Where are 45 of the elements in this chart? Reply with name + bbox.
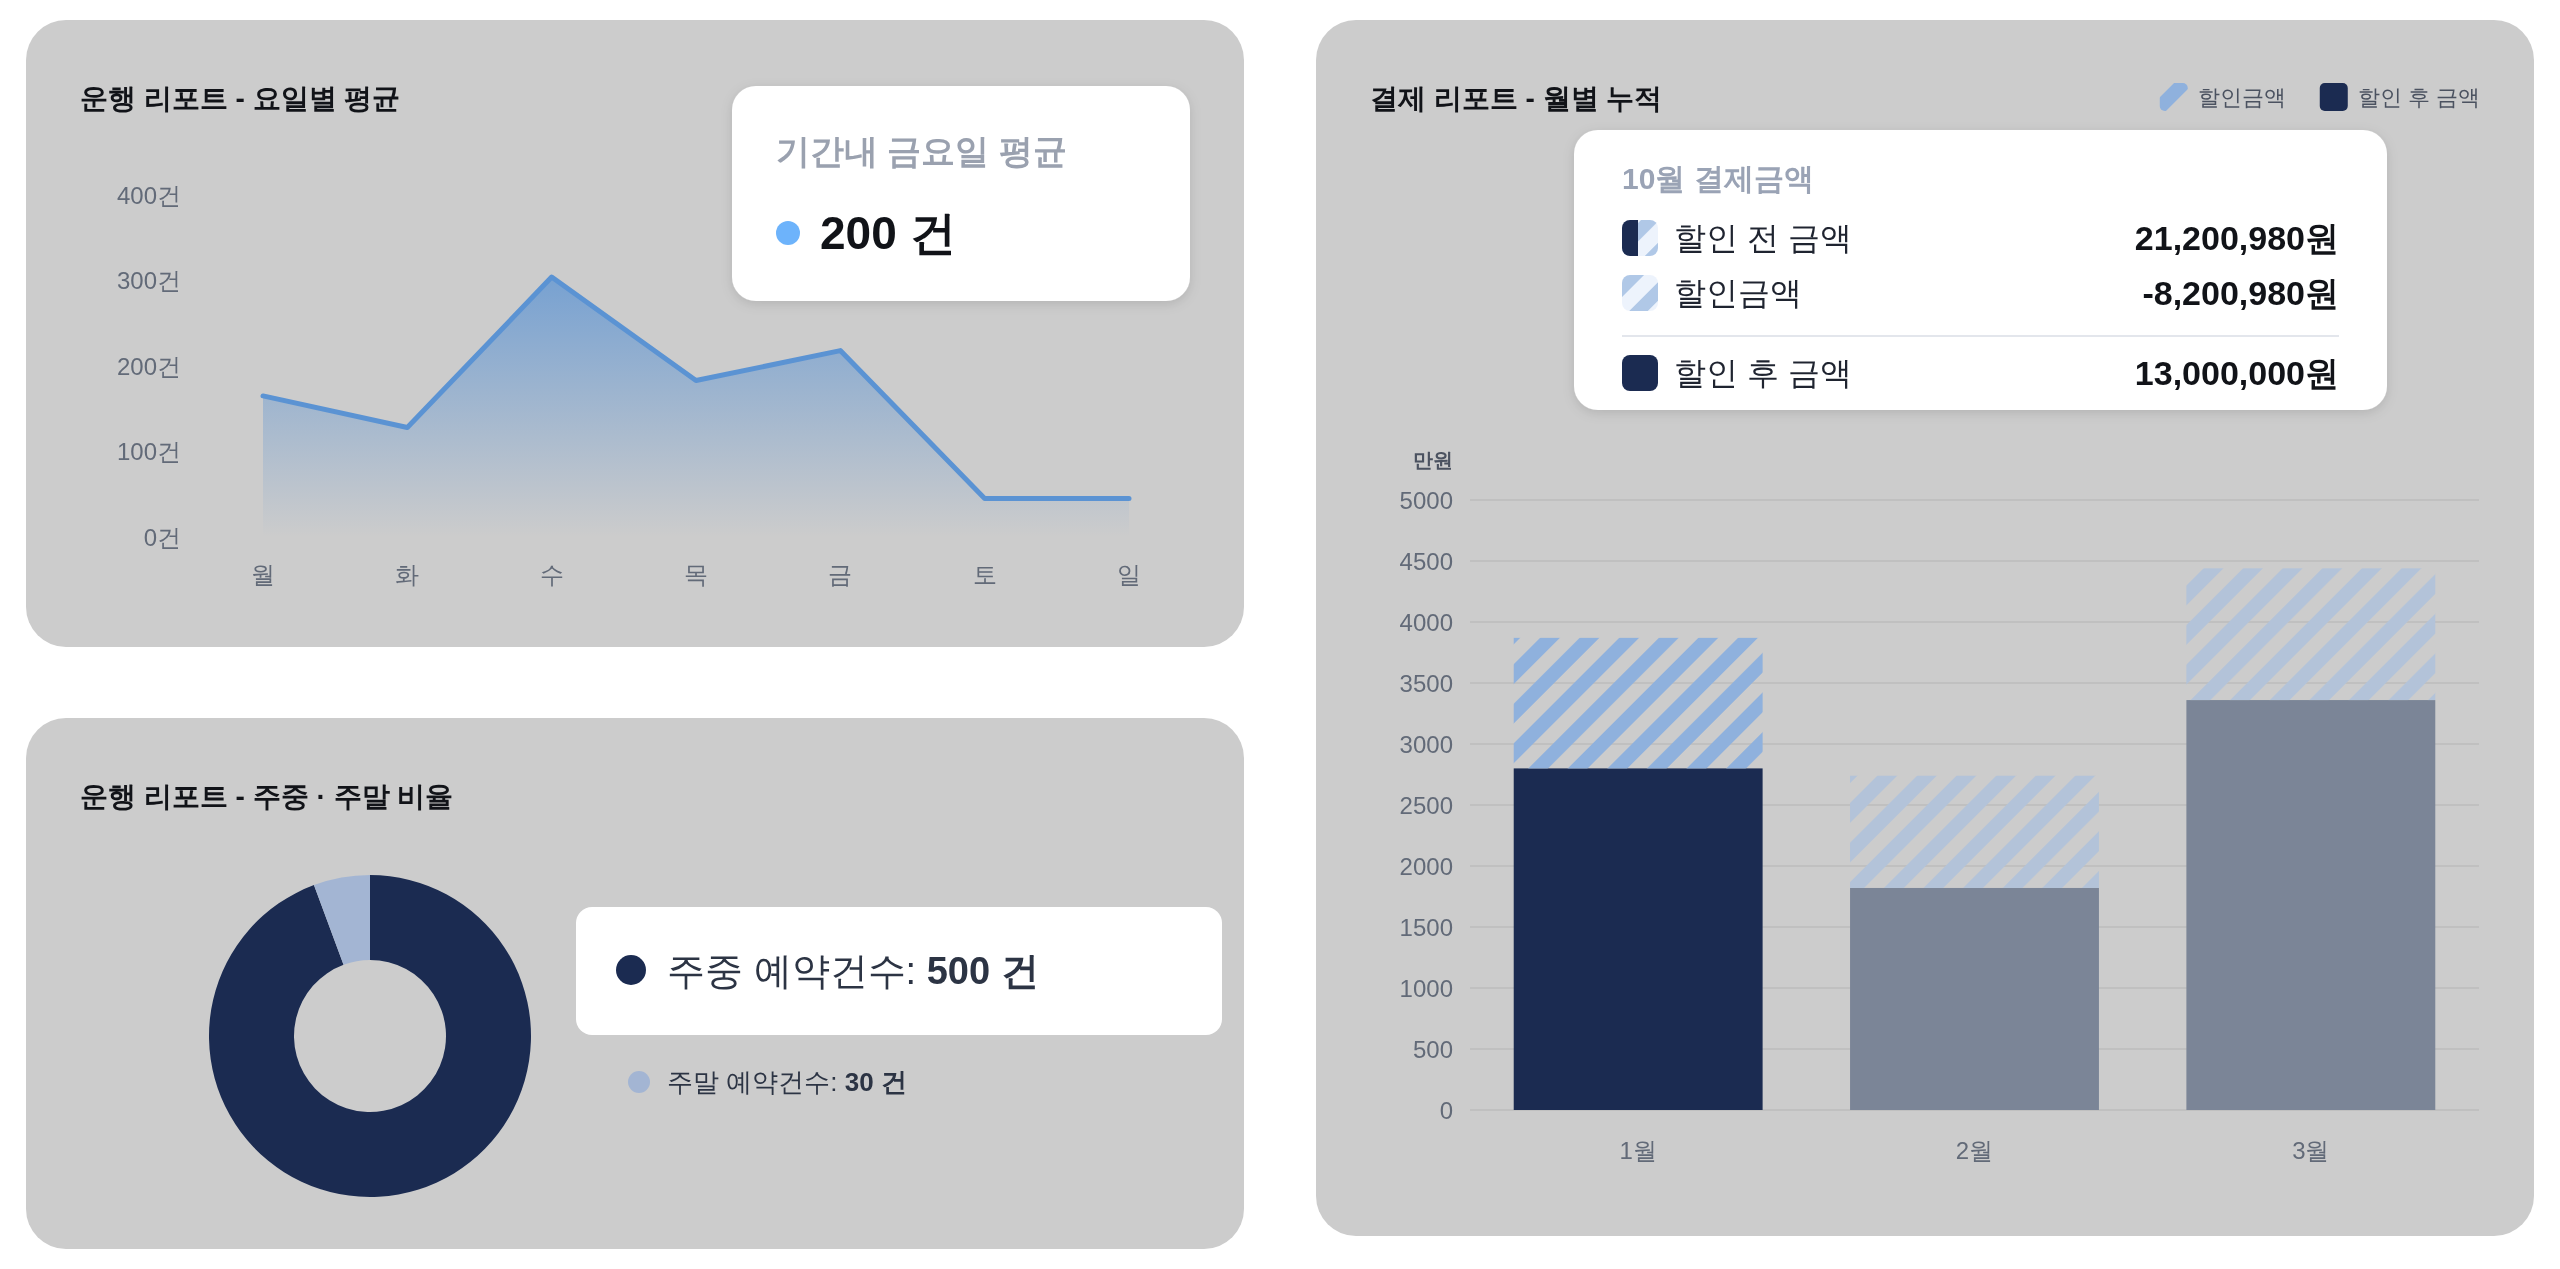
bar <box>1850 775 2099 888</box>
annotation: 200 건 <box>820 207 956 259</box>
bar <box>2186 700 2436 1110</box>
y-tick-label: 200건 <box>116 352 181 380</box>
y-tick-label: 0 <box>1439 1096 1453 1124</box>
y-tick-label: 400건 <box>116 181 181 209</box>
legend-label: 주중 예약건수: 500 건 <box>667 950 1039 992</box>
bar <box>1513 768 1763 1110</box>
chart-title: 운행 리포트 - 주중 · 주말 비율 <box>80 780 454 812</box>
y-tick-label: 5000 <box>1399 486 1453 514</box>
y-tick-label: 1000 <box>1399 974 1453 1002</box>
y-tick-label: 1500 <box>1399 913 1453 941</box>
x-tick-label: 3월 <box>2292 1136 2330 1164</box>
y-tick-label: 4000 <box>1399 608 1453 636</box>
x-tick-label: 월 <box>251 560 275 588</box>
x-tick-label: 화 <box>395 560 420 588</box>
chart-title: 운행 리포트 - 요일별 평균 <box>80 82 401 114</box>
x-tick-label: 2월 <box>1955 1136 1994 1164</box>
y-tick-label: 0건 <box>143 523 181 551</box>
chart-title: 결제 리포트 - 월별 누적 <box>1370 82 1663 114</box>
donut-slice <box>209 875 531 1197</box>
y-axis-title: 만원 <box>1413 449 1453 471</box>
tooltip: 10월 결제금액 할인 전 금액 21,200,980원 할인금액 -8,200,980원 할인 후 금액 13,000,000원 <box>1574 130 2387 410</box>
y-tick-label: 300건 <box>116 267 181 294</box>
bar <box>2186 568 2436 701</box>
legend-label: 할인금액 <box>2197 84 2286 110</box>
x-tick-label: 일 <box>1117 560 1141 588</box>
donut-slice <box>313 875 370 965</box>
y-tick-label: 3000 <box>1399 730 1453 758</box>
y-tick-label: 100건 <box>116 438 181 465</box>
legend-label: 할인 후 금액 <box>2357 84 2480 110</box>
x-tick-label: 목 <box>684 560 708 588</box>
x-tick-label: 토 <box>972 560 997 588</box>
y-tick-label: 2000 <box>1399 852 1453 880</box>
bar <box>1850 887 2099 1110</box>
tooltip: 기간내 금요일 평균 200 건 <box>732 86 1190 301</box>
x-tick-label: 금 <box>828 560 853 588</box>
y-tick-label: 3500 <box>1399 669 1453 697</box>
y-tick-label: 4500 <box>1399 547 1453 575</box>
x-tick-label: 1월 <box>1619 1136 1657 1164</box>
legend-label: 주말 예약건수: 30 건 <box>667 1067 907 1097</box>
y-tick-label: 2500 <box>1399 791 1453 819</box>
x-tick-label: 수 <box>539 560 564 588</box>
bar <box>1513 637 1763 769</box>
y-tick-label: 500 <box>1412 1035 1453 1063</box>
